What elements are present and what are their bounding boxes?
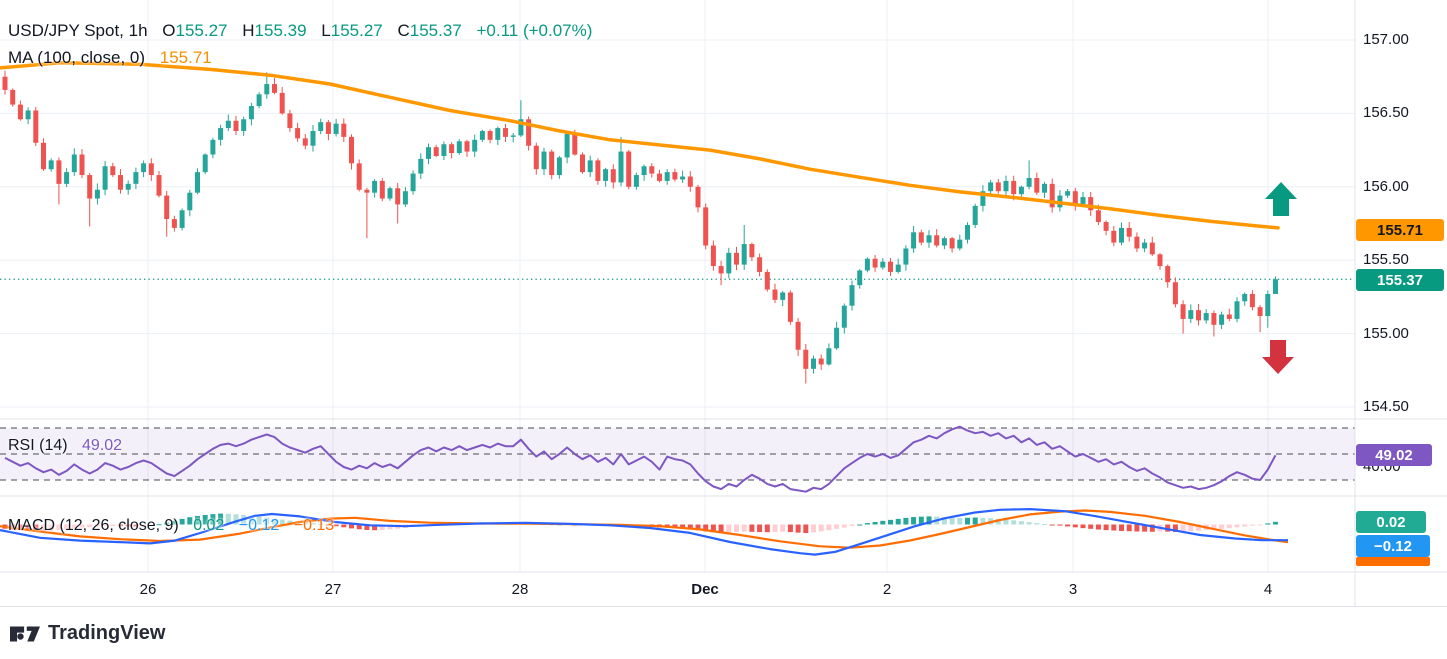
time-axis-label: 28 — [511, 581, 529, 598]
ma-label: MA (100, close, 0) — [8, 48, 146, 67]
time-axis[interactable]: 26 27 28 Dec 2 3 4 — [0, 572, 1447, 607]
time-axis-label: 27 — [324, 581, 342, 598]
macd-hist-value: 0.02 — [193, 517, 225, 534]
macd-line-badge: −0.12 — [1356, 535, 1430, 557]
tradingview-logo-text: TradingView — [48, 622, 166, 644]
rsi-legend[interactable]: RSI (14) 49.02 — [8, 437, 122, 455]
price-axis-label: 157.00 — [1363, 31, 1409, 48]
symbol-legend[interactable]: USD/JPY Spot, 1h O155.27 H155.39 L155.27… — [8, 21, 592, 41]
change-value: +0.11 (+0.07%) — [476, 21, 593, 40]
macd-line-value: −0.12 — [238, 517, 280, 534]
macd-signal-badge — [1356, 557, 1430, 566]
time-axis-label: 4 — [1263, 581, 1273, 598]
rsi-value-badge: 49.02 — [1356, 444, 1432, 466]
tradingview-logo-icon — [10, 626, 40, 641]
ma-price-badge: 155.71 — [1356, 219, 1444, 241]
open-value: 155.27 — [175, 21, 228, 40]
macd-hist-badge: 0.02 — [1356, 511, 1426, 533]
price-axis-label: 154.50 — [1363, 398, 1409, 415]
ma-legend[interactable]: MA (100, close, 0) 155.71 — [8, 48, 212, 68]
time-axis-label: 3 — [1068, 581, 1078, 598]
price-axis-label: 156.50 — [1363, 104, 1409, 122]
ma-value: 155.71 — [159, 48, 212, 67]
close-label: C — [397, 21, 410, 40]
high-value: 155.39 — [254, 21, 307, 40]
open-label: O — [162, 21, 176, 40]
rsi-label: RSI (14) — [8, 437, 68, 454]
macd-legend[interactable]: MACD (12, 26, close, 9) 0.02 −0.12 −0.13 — [8, 517, 334, 535]
macd-label: MACD (12, 26, close, 9) — [8, 517, 179, 534]
low-label: L — [321, 21, 331, 40]
symbol-title: USD/JPY Spot, 1h — [8, 21, 148, 40]
price-axis-label: 155.00 — [1363, 324, 1409, 342]
price-axis-label: 155.50 — [1363, 251, 1409, 269]
price-axis-label: 156.00 — [1363, 177, 1409, 195]
time-axis-label: Dec — [691, 581, 719, 598]
tradingview-logo[interactable]: TradingView — [10, 622, 165, 645]
high-label: H — [242, 21, 255, 40]
low-value: 155.27 — [330, 21, 383, 40]
rsi-value: 49.02 — [82, 437, 123, 454]
macd-signal-value: −0.13 — [293, 517, 335, 534]
close-value: 155.37 — [409, 21, 462, 40]
time-axis-label: 2 — [882, 581, 892, 598]
time-axis-label: 26 — [139, 581, 157, 598]
last-price-badge: 155.37 — [1356, 269, 1444, 291]
price-axis[interactable]: 157.00 156.50 156.00 155.50 155.00 154.50 40.0… — [1355, 0, 1447, 607]
